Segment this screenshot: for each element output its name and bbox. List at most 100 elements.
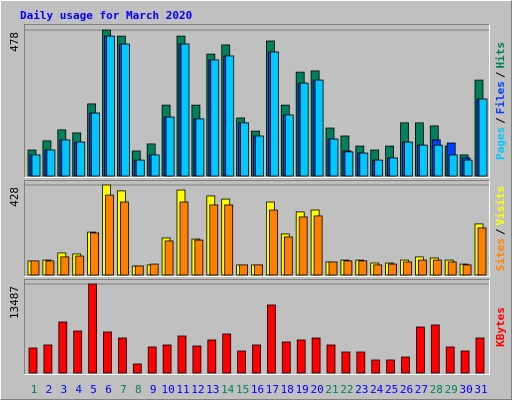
bar: [460, 350, 470, 374]
bar: [45, 260, 55, 276]
bar: [432, 259, 442, 276]
x-tick-label: 21: [325, 383, 338, 396]
y-tick-label: 13487: [8, 286, 21, 319]
bar: [283, 236, 293, 276]
legend: KBytes: [494, 307, 507, 347]
bar: [313, 215, 323, 276]
bar: [30, 260, 40, 276]
bar: [60, 256, 70, 276]
bar: [195, 118, 205, 177]
legend-entry: Sites: [494, 238, 507, 271]
bar: [403, 261, 412, 276]
bar: [358, 260, 368, 276]
bar: [433, 144, 443, 177]
bar: [121, 43, 130, 177]
bar: [475, 337, 485, 374]
bar: [462, 264, 472, 276]
x-tick-label: 4: [75, 383, 82, 396]
bar: [192, 345, 202, 374]
bar: [463, 159, 473, 177]
bar: [477, 227, 487, 276]
bar: [28, 347, 38, 374]
bar: [314, 79, 324, 177]
x-tick-label: 14: [221, 383, 235, 396]
bar: [298, 216, 308, 276]
bar: [389, 157, 399, 177]
x-tick-label: 5: [90, 383, 97, 396]
bar: [76, 141, 86, 177]
bar: [401, 356, 410, 374]
bar: [120, 201, 129, 276]
bar: [135, 159, 145, 177]
bar: [118, 337, 127, 374]
bar: [447, 261, 457, 276]
x-tick-label: 28: [430, 383, 443, 396]
bar: [164, 240, 174, 276]
panel-bevel: [24, 279, 490, 375]
bar: [326, 344, 336, 374]
bar: [371, 359, 381, 374]
x-tick-label: 31: [474, 383, 487, 396]
x-tick-label: 26: [400, 383, 413, 396]
bar: [418, 144, 428, 177]
x-tick-label: 1: [31, 383, 38, 396]
bar: [43, 344, 53, 374]
bar: [328, 261, 338, 276]
bar: [61, 139, 71, 177]
x-tick-label: 9: [150, 383, 157, 396]
bar: [237, 350, 247, 374]
bar: [134, 265, 144, 276]
x-tick-label: 16: [251, 383, 264, 396]
bar: [311, 337, 321, 374]
bar: [194, 239, 204, 276]
x-tick-label: 17: [266, 383, 279, 396]
legend-entry: KBytes: [494, 307, 507, 347]
bar: [209, 204, 219, 276]
x-tick-label: 6: [105, 383, 112, 396]
bar: [147, 346, 157, 374]
bar: [478, 98, 488, 177]
bar: [73, 330, 83, 374]
x-tick-label: 10: [161, 383, 174, 396]
x-tick-label: 20: [310, 383, 323, 396]
x-tick-label: 2: [46, 383, 53, 396]
x-tick-label: 8: [135, 383, 142, 396]
bar: [105, 194, 114, 276]
x-tick-label: 15: [236, 383, 249, 396]
x-tick-label: 23: [355, 383, 368, 396]
bar: [240, 122, 250, 177]
bar: [254, 264, 263, 276]
bar: [281, 341, 291, 374]
y-tick-label: 478: [8, 32, 21, 52]
bar: [225, 55, 235, 177]
bar: [404, 141, 413, 177]
bar: [269, 51, 279, 177]
legend: Sites / Visits: [494, 186, 507, 272]
bar: [344, 151, 354, 177]
panel-bevel: [24, 180, 490, 277]
legend-entry: Hits: [494, 42, 507, 69]
bar: [222, 333, 232, 374]
panel: [24, 180, 490, 277]
bar: [445, 346, 455, 374]
bar: [299, 82, 309, 177]
x-tick-label: 12: [191, 383, 204, 396]
legend-separator: /: [494, 71, 507, 78]
bar: [132, 363, 142, 374]
bar: [284, 114, 294, 177]
bar: [46, 149, 56, 177]
panel-bevel: [24, 180, 490, 277]
bar: [268, 209, 278, 276]
legend: Pages / Files / Hits: [494, 42, 507, 160]
x-tick-label: 22: [340, 383, 353, 396]
bar: [165, 116, 175, 177]
bar: [103, 331, 112, 374]
bar: [359, 152, 369, 177]
panel-bevel: [24, 279, 490, 375]
bar: [207, 339, 217, 374]
bar: [386, 359, 396, 374]
x-tick-label: 3: [60, 383, 67, 396]
bar: [224, 204, 234, 276]
bar: [373, 264, 383, 276]
